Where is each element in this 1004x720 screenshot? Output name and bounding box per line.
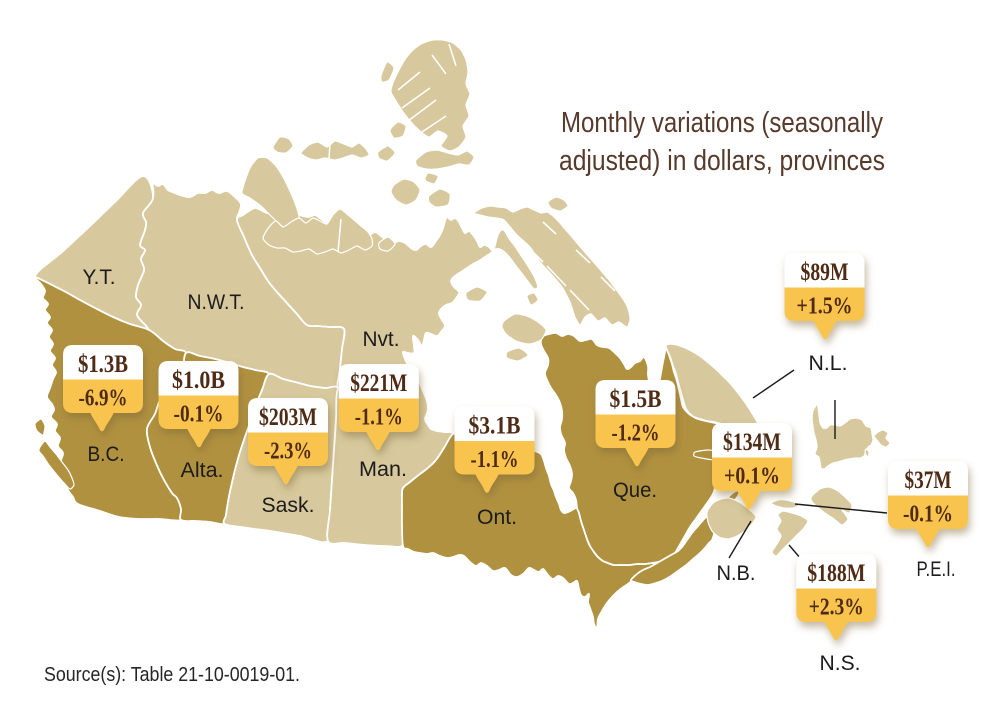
svg-text:$1.0B: $1.0B: [172, 365, 225, 394]
svg-text:Sask.: Sask.: [262, 493, 315, 517]
svg-text:$203M: $203M: [259, 402, 317, 431]
svg-text:N.S.: N.S.: [820, 651, 861, 675]
svg-text:$89M: $89M: [801, 257, 849, 286]
svg-text:-2.3%: -2.3%: [264, 439, 312, 465]
svg-text:N.L.: N.L.: [809, 351, 848, 375]
svg-text:$37M: $37M: [905, 465, 952, 494]
svg-text:$3.1B: $3.1B: [469, 411, 521, 440]
svg-text:Y.T.: Y.T.: [83, 265, 116, 289]
svg-text:$188M: $188M: [807, 558, 865, 587]
svg-text:-1.1%: -1.1%: [471, 447, 519, 473]
svg-text:$134M: $134M: [723, 427, 781, 456]
svg-text:Source(s): Table 21-10-0019-01: Source(s): Table 21-10-0019-01.: [44, 664, 300, 686]
svg-text:Monthly variations (seasonally: Monthly variations (seasonally: [561, 107, 884, 139]
svg-text:+0.1%: +0.1%: [724, 464, 780, 490]
svg-text:-0.1%: -0.1%: [903, 502, 953, 528]
svg-text:Nvt.: Nvt.: [363, 327, 400, 351]
svg-text:$221M: $221M: [350, 368, 407, 397]
svg-text:Alta.: Alta.: [181, 458, 224, 482]
svg-text:adjusted) in dollars, province: adjusted) in dollars, provinces: [559, 145, 885, 177]
svg-text:+2.3%: +2.3%: [809, 595, 864, 621]
svg-text:-0.1%: -0.1%: [174, 402, 224, 428]
svg-text:N.W.T.: N.W.T.: [188, 290, 245, 314]
svg-text:Ont.: Ont.: [477, 505, 517, 529]
svg-text:P.E.I.: P.E.I.: [917, 557, 956, 581]
svg-text:Que.: Que.: [613, 478, 657, 502]
svg-text:+1.5%: +1.5%: [797, 294, 853, 320]
svg-text:N.B.: N.B.: [717, 561, 756, 585]
svg-text:-1.2%: -1.2%: [612, 421, 660, 447]
svg-text:-1.1%: -1.1%: [355, 405, 403, 431]
svg-text:Man.: Man.: [359, 457, 407, 481]
svg-text:-6.9%: -6.9%: [79, 386, 128, 412]
svg-text:$1.3B: $1.3B: [78, 349, 128, 378]
svg-text:B.C.: B.C.: [88, 442, 125, 466]
svg-text:$1.5B: $1.5B: [610, 384, 662, 413]
